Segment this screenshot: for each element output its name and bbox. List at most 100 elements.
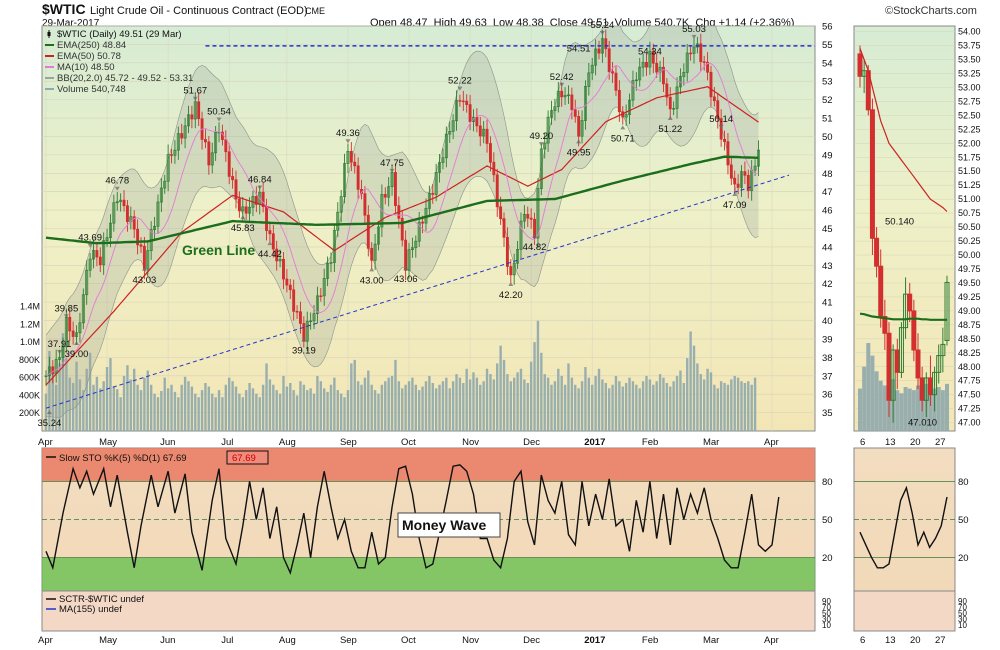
zoom-price-tick: 53.50 [958,55,981,65]
candle-body [526,213,530,219]
volume-bar [204,382,207,431]
candle-body [516,249,520,264]
candle-body [475,116,479,127]
volume-tick-label: 600K [19,373,40,383]
candle-body [665,83,669,98]
volume-bar [719,381,723,431]
price-label: 49.36 [336,128,360,139]
sto-legend-label: Slow STO %K(5) %D(1) 67.69 [59,453,187,464]
candle-body [590,64,594,74]
candle-body [329,262,333,264]
zoom-price-tick: 51.25 [958,180,981,190]
zoom-candle-body [886,332,892,401]
volume-bar [75,361,78,431]
candle-body [271,233,275,250]
candle-body [468,104,472,122]
candle-body [166,154,170,182]
volume-bar [377,393,380,431]
zoom-price-tick: 48.75 [958,320,981,330]
price-label: 54.51 [567,43,591,54]
price-label: 37.91 [48,339,72,350]
volume-bar [509,381,512,431]
zoom-price-tick: 49.00 [958,306,981,316]
x-tick-label: Feb [642,437,658,448]
zoom-candle-body [907,293,913,312]
price-label-marker [508,282,514,287]
volume-bar [485,368,489,431]
price-label-marker [732,192,738,197]
price-label-marker [267,241,273,246]
zoom-candle-body [911,310,917,351]
volume-bar [597,368,601,431]
x-tick-label-bottom: 2017 [584,635,605,646]
volume-bar [149,384,153,431]
zoom-candle-body [882,315,888,334]
price-label: 46.84 [248,175,272,186]
candle-body [142,245,146,270]
price-tick-label: 48 [822,169,833,180]
candle-body [689,52,693,55]
sctr-tick-label: 70 [822,603,831,612]
volume-bar [699,374,702,431]
zoom-candle-body [940,343,946,357]
candle-body [315,295,319,314]
zoom-price-tick: 54.00 [958,27,981,37]
volume-bar [61,333,65,431]
price-label-marker [389,168,395,173]
price-label: 43.69 [78,233,102,244]
candle-body [332,229,336,263]
volume-bar [692,345,696,431]
candle-body [78,322,82,334]
volume-bar [624,382,628,431]
price-tick-label: 52 [822,95,833,106]
candle-body [163,180,167,189]
volume-bar [645,375,648,431]
volume-bar [211,393,214,431]
price-label-marker [114,186,120,191]
price-label: 49.20 [529,131,553,142]
volume-bar [54,384,58,431]
zoom-candle-body [898,327,904,373]
candle-body [441,157,445,163]
zoom-price-tick: 53.25 [958,68,981,78]
zoom-price-tick: 52.50 [958,110,981,120]
zoom-price-label: 47.010 [908,417,937,428]
price-label: 47.09 [723,200,747,211]
volume-bar [492,379,496,431]
candle-body [556,90,560,108]
bollinger-lower [45,106,759,418]
price-label: 47.75 [380,158,404,169]
price-label: 51.67 [183,86,207,97]
zoom-volume-bar [862,366,867,431]
candle-body [112,202,116,224]
volume-bar [265,363,268,431]
volume-bar [78,379,82,431]
volume-bar [567,363,570,431]
price-label: 43.06 [394,274,418,285]
x-tick-label: Mar [703,437,719,448]
candle-body [261,191,265,207]
price-tick-label: 53 [822,77,833,88]
volume-bar [163,377,166,431]
price-label: 54.34 [638,47,662,58]
candle-body [570,94,574,111]
candle-body [88,258,92,271]
volume-bar [499,345,502,431]
zoom-sctr-panel-bg [853,590,956,632]
candle-body [567,94,570,97]
candle-body [210,152,214,166]
price-label: 50.54 [207,107,231,118]
zoom-sto-panel: 20 50 80 [854,477,969,569]
volume-bar [282,375,285,431]
volume-bar [696,363,699,431]
candle-body [740,171,743,188]
candle-body [393,172,397,206]
volume-bar [479,384,482,431]
x-tick-label: Aug [279,437,296,448]
candle-body [265,206,268,231]
candle-body [672,108,676,110]
volume-bar [387,377,390,431]
chart-date: 29-Mar-2017 [42,18,100,29]
